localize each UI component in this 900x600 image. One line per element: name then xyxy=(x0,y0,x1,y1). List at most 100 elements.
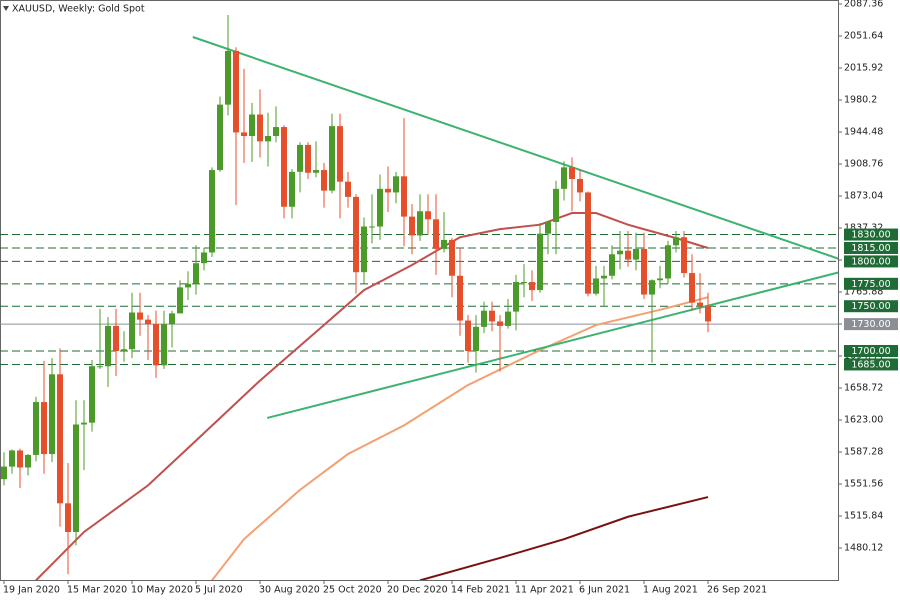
candle-body xyxy=(297,144,303,172)
candle-body xyxy=(433,219,439,249)
candle-body xyxy=(305,144,311,173)
candle-body xyxy=(17,450,23,468)
candle-body xyxy=(49,374,55,455)
moving-average xyxy=(211,296,709,580)
y-tick-label: 2015.92 xyxy=(844,62,883,73)
level-label: 1685.00 xyxy=(851,359,890,370)
level-label: 1700.00 xyxy=(851,346,890,357)
candle-body xyxy=(65,503,71,532)
candle-body xyxy=(33,402,39,455)
candle-body xyxy=(593,278,599,294)
candle-body xyxy=(689,273,695,303)
candle-body xyxy=(617,250,623,255)
y-tick-label: 1944.48 xyxy=(844,126,883,137)
candle-body xyxy=(105,325,111,367)
level-label-box xyxy=(844,318,898,331)
candle-body xyxy=(129,312,135,350)
y-tick-label: 1515.84 xyxy=(844,510,883,521)
candle-body xyxy=(497,321,503,326)
level-label: 1750.00 xyxy=(851,301,890,312)
candle-body xyxy=(601,275,607,279)
candle-body xyxy=(41,402,47,455)
candle-body xyxy=(657,278,663,281)
y-tick-label: 1873.04 xyxy=(844,190,883,201)
candle-body xyxy=(73,424,79,532)
x-tick-label: 6 Jun 2021 xyxy=(579,585,630,596)
candle-body xyxy=(377,188,383,227)
candle-body xyxy=(481,310,487,327)
level-label-box xyxy=(844,277,898,290)
candle-body xyxy=(673,237,679,246)
candle-body xyxy=(425,211,431,220)
x-tick-label: 15 Mar 2020 xyxy=(67,585,127,596)
y-tick-label: 1623.00 xyxy=(844,414,883,425)
candle-body xyxy=(273,127,279,136)
candle-body xyxy=(505,311,511,326)
x-tick-label: 30 Aug 2020 xyxy=(259,585,320,596)
candle-body xyxy=(473,326,479,352)
candle-body xyxy=(697,302,703,307)
candle-body xyxy=(249,114,255,136)
x-tick-label: 11 Apr 2021 xyxy=(515,585,574,596)
candle-body xyxy=(561,167,567,189)
trendline xyxy=(192,36,838,260)
y-tick-label: 1837.32 xyxy=(844,222,883,233)
x-tick-label: 20 Dec 2020 xyxy=(387,585,448,596)
candle-body xyxy=(281,127,287,207)
candle-body xyxy=(537,233,543,291)
candle-body xyxy=(513,282,519,312)
candle-body xyxy=(225,50,231,105)
y-tick-label: 1658.72 xyxy=(844,382,883,393)
y-tick-label: 1480.12 xyxy=(844,542,883,553)
y-tick-label: 1551.56 xyxy=(844,478,883,489)
y-tick-label: 2087.36 xyxy=(844,0,883,9)
level-label-box xyxy=(844,255,898,268)
y-tick-label: 1908.76 xyxy=(844,158,883,169)
candle-body xyxy=(241,132,247,136)
candle-body xyxy=(97,366,103,368)
candle-body xyxy=(177,287,183,314)
level-label-box xyxy=(844,241,898,254)
candle-body xyxy=(209,170,215,253)
candle-body xyxy=(577,178,583,193)
candle-body xyxy=(465,320,471,352)
candle-body xyxy=(361,226,367,273)
candle-body xyxy=(89,366,95,423)
candle-body xyxy=(369,226,375,228)
candle-body xyxy=(57,374,63,504)
plot-frame xyxy=(0,0,839,581)
level-label: 1730.00 xyxy=(851,319,890,330)
candle-body xyxy=(233,50,239,133)
level-label-box xyxy=(844,228,898,241)
symbol-icon xyxy=(3,6,9,11)
candle-body xyxy=(585,192,591,294)
x-tick-label: 14 Feb 2021 xyxy=(451,585,510,596)
candle-body xyxy=(529,282,535,291)
candle-body xyxy=(321,170,327,191)
candle-body xyxy=(257,114,263,142)
chart-title: XAUUSD, Weekly: Gold Spot xyxy=(12,4,145,15)
plot-area xyxy=(0,15,838,580)
candle-body xyxy=(457,275,463,321)
candle-body xyxy=(329,126,335,191)
x-tick-label: 26 Sep 2021 xyxy=(707,585,767,596)
x-tick-label: 25 Oct 2020 xyxy=(323,585,382,596)
candle-body xyxy=(81,422,87,425)
x-tick-label: 1 Aug 2021 xyxy=(643,585,698,596)
candle-body xyxy=(633,248,639,260)
candle-body xyxy=(145,319,151,325)
candle-body xyxy=(289,171,295,207)
candle-body xyxy=(193,263,199,284)
candle-body xyxy=(401,176,407,217)
candle-body xyxy=(337,126,343,182)
candle-body xyxy=(489,310,495,322)
candle-body xyxy=(553,188,559,223)
level-label: 1800.00 xyxy=(851,256,890,267)
candle-body xyxy=(649,280,655,295)
level-label: 1815.00 xyxy=(851,243,890,254)
x-tick-label: 5 Jul 2020 xyxy=(195,585,243,596)
level-label: 1830.00 xyxy=(851,230,890,241)
candle-body xyxy=(545,222,551,234)
candle-body xyxy=(121,349,127,352)
candle-body xyxy=(641,248,647,295)
